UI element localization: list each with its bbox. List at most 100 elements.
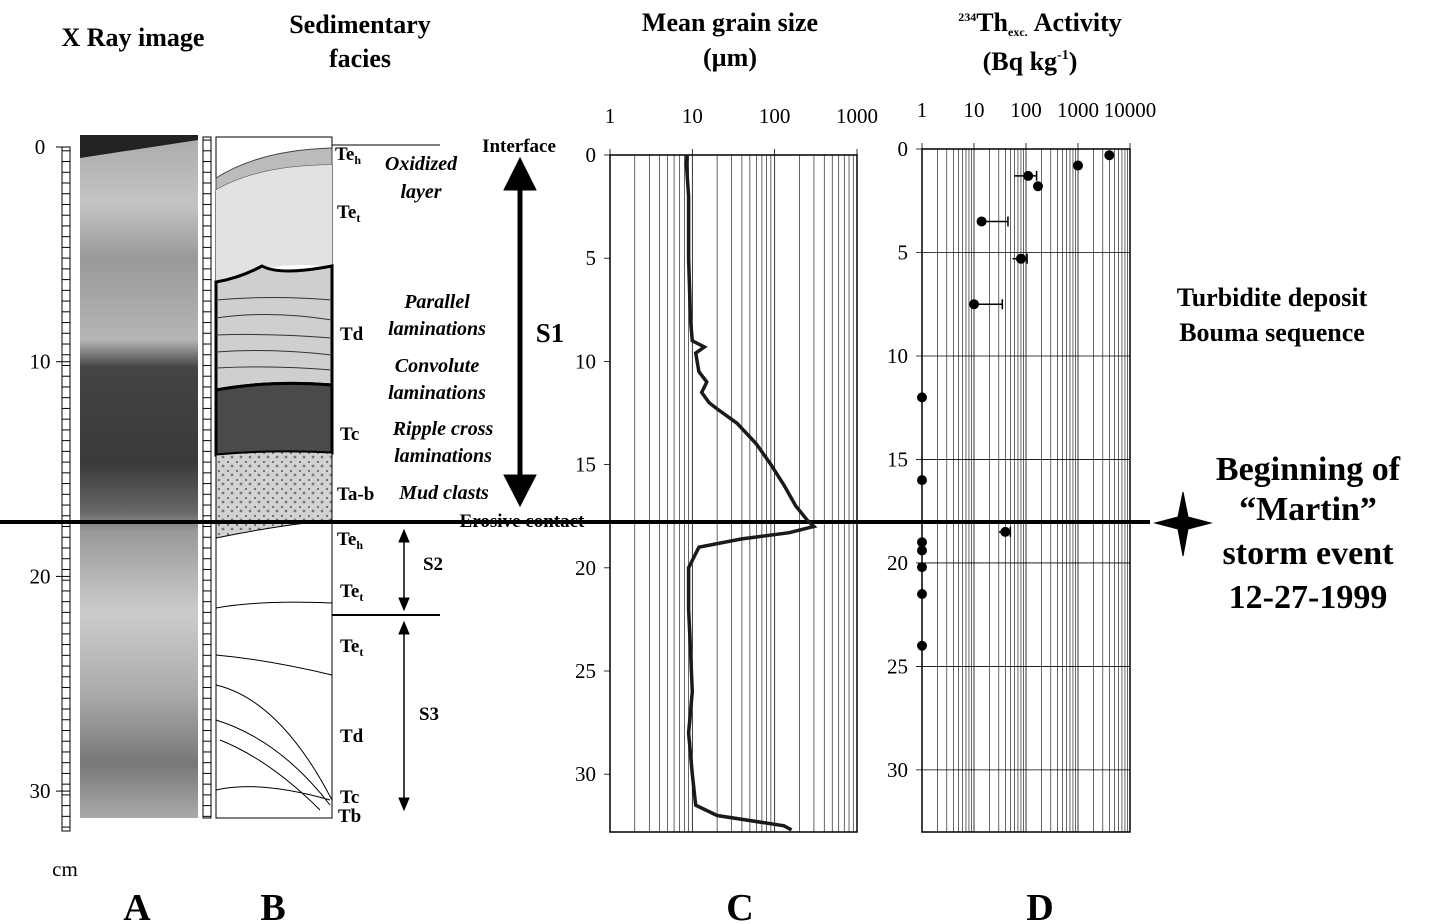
desc: Ripple cross — [392, 418, 494, 440]
desc: Parallel — [403, 291, 470, 313]
s3-heads — [398, 620, 410, 812]
x-tick-label: 1000 — [1057, 98, 1099, 122]
unit-end: ) — [1069, 47, 1078, 76]
activity-point — [917, 545, 927, 556]
unit: (Bq kg — [983, 47, 1057, 76]
activity-point — [1104, 150, 1115, 161]
depth-label: 20 — [30, 564, 51, 588]
desc: laminations — [394, 445, 492, 467]
activity-point — [917, 640, 927, 651]
y-tick-label: 25 — [887, 654, 908, 678]
td-layer — [214, 264, 334, 392]
code-sub: t — [359, 645, 363, 659]
activity-point — [969, 299, 979, 310]
x-tick-label: 100 — [759, 104, 791, 128]
grain-title: (µm) — [703, 43, 757, 72]
code: Te — [337, 529, 356, 550]
interface: Interface — [482, 136, 556, 157]
xray-title: X Ray image — [62, 23, 205, 52]
s3-lines — [215, 601, 333, 811]
desc: layer — [400, 181, 441, 203]
isotope: 234 — [958, 10, 976, 24]
erosive-contact: Erosive contact — [460, 511, 585, 532]
desc: Convolute — [395, 355, 480, 377]
y-tick-label: 0 — [586, 143, 597, 167]
laminae — [215, 297, 333, 371]
activity-point — [1023, 170, 1034, 181]
code-sub: t — [356, 211, 360, 225]
x-tick-label: 1 — [605, 104, 616, 128]
y-tick-label: 15 — [575, 453, 596, 477]
ruler — [202, 136, 212, 819]
activity-point — [917, 392, 927, 403]
code: Te — [340, 581, 359, 602]
y-tick-label: 20 — [575, 556, 596, 580]
y-tick-label: 10 — [575, 349, 596, 373]
y-tick-label: 25 — [575, 659, 596, 683]
xray-top — [80, 135, 198, 158]
s1: S1 — [536, 318, 565, 348]
facies-title: Sedimentary — [289, 10, 431, 39]
y-tick-label: 15 — [887, 447, 908, 471]
element: Th — [976, 8, 1008, 37]
storm: 12-27-1999 — [1229, 579, 1388, 616]
y-tick-label: 0 — [898, 137, 909, 161]
panel-letter: D — [1026, 887, 1053, 924]
activity-point — [1015, 253, 1026, 264]
facies-code: Tc — [340, 787, 359, 808]
facies-code: Tet — [340, 636, 363, 659]
s1-heads — [503, 156, 537, 508]
desc: laminations — [388, 382, 486, 404]
ruler — [61, 146, 71, 832]
desc: Oxidized — [385, 153, 458, 175]
turbidite: Bouma sequence — [1179, 318, 1365, 347]
facies-code: Teh — [337, 529, 363, 552]
core — [61, 135, 334, 832]
tc-layer — [214, 381, 334, 457]
x-tick-label: 10000 — [1104, 98, 1157, 122]
activity: Activity — [1034, 8, 1122, 37]
turbidite: Turbidite deposit — [1177, 283, 1368, 312]
code: Te — [335, 144, 354, 165]
activity-point — [976, 216, 987, 227]
activity-point — [1032, 181, 1043, 192]
storm: “Martin” — [1239, 491, 1377, 528]
plot-frame — [609, 154, 858, 833]
grain-size-line — [684, 154, 818, 832]
x-tick-label: 10 — [964, 98, 985, 122]
facies-code: Tc — [340, 424, 359, 445]
s2: S2 — [423, 554, 443, 575]
subscript: exc. — [1008, 25, 1028, 39]
te-layer — [216, 165, 332, 282]
code-sub: h — [354, 153, 361, 167]
x-tick-label: 1 — [917, 98, 928, 122]
y-tick-label: 20 — [887, 551, 908, 575]
activity-point — [1073, 160, 1083, 171]
grain-title: Mean grain size — [642, 8, 818, 37]
facies-code: Td — [340, 726, 364, 747]
depth-label: 30 — [30, 779, 51, 803]
panel-letter: A — [123, 887, 151, 924]
titles: X Ray image Sedimentary facies Mean grai… — [62, 8, 1122, 76]
x-tick-label: 1000 — [836, 104, 878, 128]
panel-letter: B — [260, 887, 285, 924]
facies-code: Ta-b — [337, 484, 374, 505]
activity-title: 234Thexc. Activity — [958, 8, 1122, 39]
depth-label: 0 — [35, 135, 46, 159]
unit: cm — [52, 857, 78, 881]
desc: laminations — [388, 318, 486, 340]
facies-code: Tb — [338, 806, 361, 827]
code: Tc — [340, 424, 359, 445]
code: Tc — [340, 787, 359, 808]
activity-point — [917, 562, 927, 573]
y-tick-label: 30 — [887, 758, 908, 782]
code: Ta-b — [337, 484, 374, 505]
panel-letter: C — [726, 887, 753, 924]
code: Td — [340, 726, 364, 747]
y-tick-label: 30 — [575, 762, 596, 786]
facies-code: Tet — [337, 202, 360, 225]
activity-point — [1000, 526, 1011, 537]
code: Td — [340, 324, 364, 345]
